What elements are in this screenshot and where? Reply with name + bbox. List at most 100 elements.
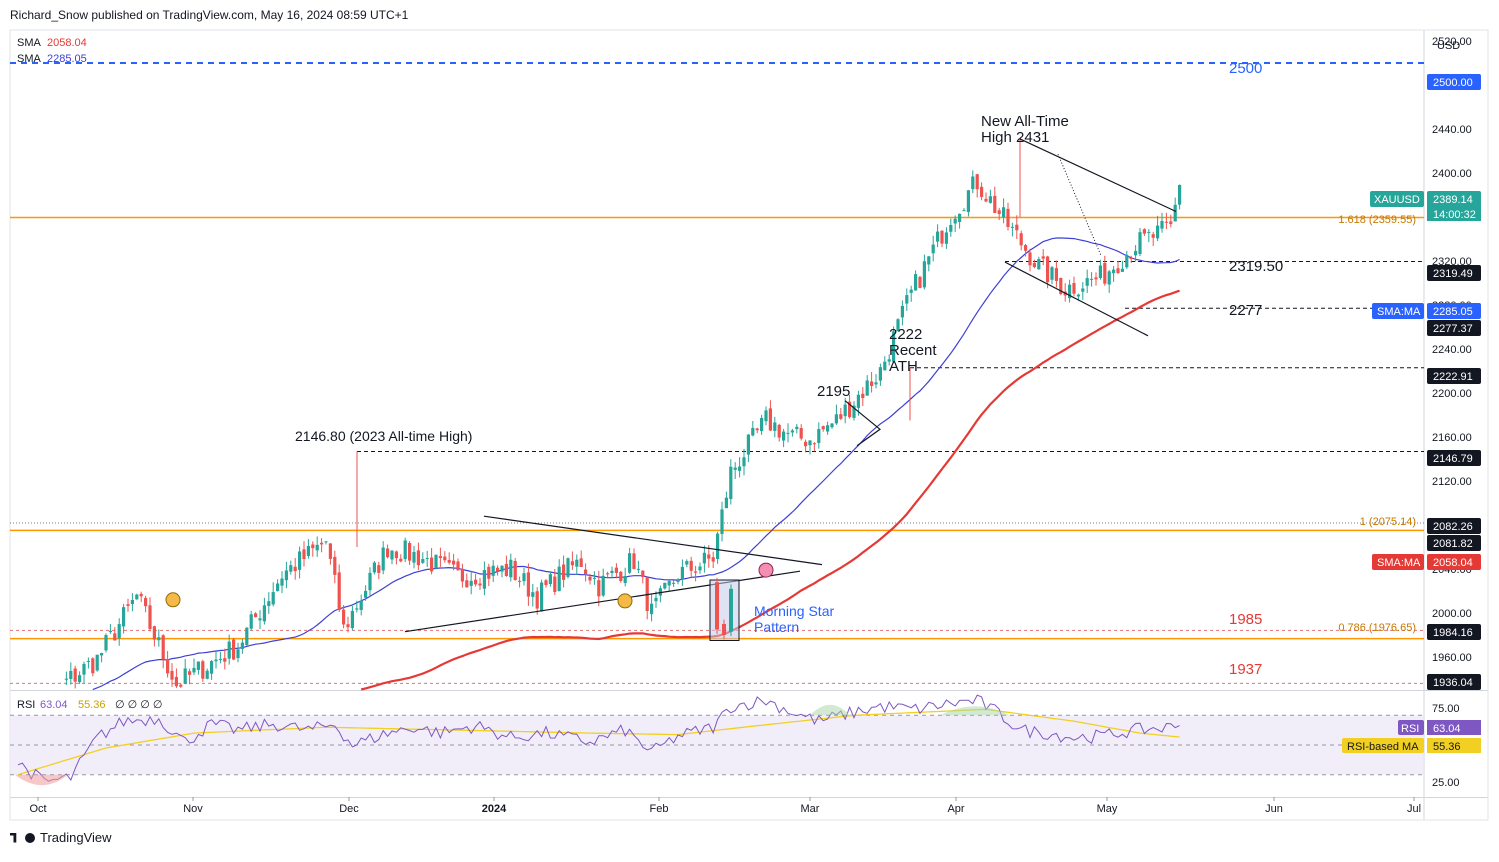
price-axis-tag-bg <box>1427 535 1481 551</box>
candle-body <box>975 174 979 190</box>
candle-body <box>685 561 689 565</box>
time-axis-label: Oct <box>29 803 46 815</box>
candle-body <box>496 567 500 572</box>
candle-body <box>408 542 412 561</box>
candle-body <box>421 559 425 563</box>
candle-body <box>350 610 354 629</box>
candle-body <box>337 572 341 610</box>
candle-body <box>966 190 970 213</box>
candle-body <box>962 210 966 212</box>
candle-body <box>1010 226 1014 228</box>
time-axis-label: 2024 <box>482 803 507 815</box>
candle-body <box>139 593 143 597</box>
legend-sma1-value: 2058.04 <box>47 37 87 49</box>
candle-body <box>183 668 187 684</box>
price-axis-tag: 1984.16 <box>1427 624 1481 640</box>
candle-body <box>482 570 486 589</box>
price-axis-tag-bg <box>1427 303 1481 319</box>
time-axis-label: Mar <box>801 803 820 815</box>
time-axis-label: Dec <box>339 803 359 815</box>
candle-body <box>768 408 772 431</box>
candle-body <box>1028 252 1032 266</box>
triangle-upper-trendline <box>483 515 823 566</box>
candle-body <box>364 590 368 598</box>
candle-body <box>579 558 583 567</box>
candle-body <box>632 553 636 570</box>
candle-body <box>214 659 218 662</box>
candle-body <box>298 551 302 570</box>
price-axis-tag-bg <box>1427 518 1481 534</box>
candle-body <box>839 414 843 419</box>
price-axis-tag-text: 1936.04 <box>1433 677 1473 689</box>
candle-body <box>808 440 812 446</box>
legend-rsi-ma-value: 55.36 <box>78 699 106 711</box>
candle-body <box>386 548 390 558</box>
candle-body <box>249 614 253 629</box>
candle-body <box>751 427 755 436</box>
candle-body <box>201 661 205 679</box>
candle-body <box>1160 220 1164 229</box>
candle-body <box>78 675 82 683</box>
time-axis-label: Apr <box>947 803 964 815</box>
legend-sma2-label: SMA <box>17 53 42 65</box>
candle-body <box>953 218 957 224</box>
candle-body <box>289 565 293 572</box>
price-axis-tag-text: 2285.05 <box>1433 306 1473 318</box>
pennant-2195 <box>844 400 881 447</box>
candle-body <box>896 319 900 332</box>
price-tick-label: 2160.00 <box>1432 432 1472 444</box>
candle-body <box>73 668 77 682</box>
symbol-tag-text: XAUUSD <box>1374 194 1420 206</box>
candle-body <box>548 574 552 585</box>
candle-body <box>746 434 750 455</box>
candle-body <box>993 195 997 213</box>
candle-body <box>100 653 104 656</box>
rsi-tick-label: 75.00 <box>1432 703 1460 715</box>
candle-body <box>104 635 108 651</box>
candle-body <box>694 571 698 573</box>
candle-body <box>526 572 530 597</box>
candle-body <box>372 562 376 573</box>
candle-body <box>262 605 266 622</box>
price-axis-tag: 2389.14 <box>1427 191 1481 207</box>
price-axis-tag-text: 2389.14 <box>1433 194 1473 206</box>
time-axis-label: Jun <box>1265 803 1283 815</box>
candle-body <box>196 661 200 670</box>
annotation-new-ath: High 2431 <box>981 129 1049 146</box>
tradingview-brand-text: TradingView <box>40 830 112 845</box>
candle-body <box>205 670 209 679</box>
candle-body <box>949 224 953 232</box>
candle-body <box>1090 278 1094 280</box>
candle-body <box>566 558 570 577</box>
candle-body <box>878 367 882 381</box>
candle-body <box>86 660 90 662</box>
price-axis-tag-bg <box>1427 450 1481 466</box>
candle-body <box>1050 267 1054 280</box>
candle-body <box>980 186 984 197</box>
candle-body <box>403 540 407 560</box>
candle-body <box>764 410 768 422</box>
rsi-ma-tag-bg <box>1342 738 1424 753</box>
countdown-text: 14:00:32 <box>1433 209 1476 221</box>
candle-body <box>1147 231 1151 233</box>
candle-body <box>971 176 975 190</box>
candle-body <box>157 637 161 641</box>
candle-body <box>1098 265 1102 279</box>
candle-body <box>456 561 460 571</box>
candle-body <box>865 380 869 396</box>
candle-body <box>240 642 244 649</box>
candle-body <box>271 592 275 605</box>
candle-body <box>122 607 126 627</box>
price-axis-tag: 2285.05 <box>1427 303 1481 319</box>
candle-body <box>883 361 887 371</box>
price-tick-label: 2400.00 <box>1432 168 1472 180</box>
candle-body <box>856 394 860 408</box>
candle-body <box>416 550 420 566</box>
candle-body <box>359 600 363 610</box>
price-tick-label: 1960.00 <box>1432 652 1472 664</box>
candle-body <box>870 381 874 386</box>
candle-body <box>170 670 174 680</box>
